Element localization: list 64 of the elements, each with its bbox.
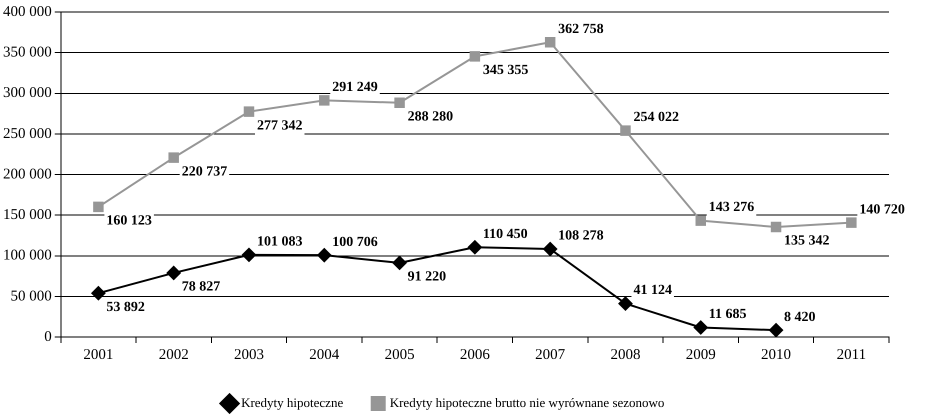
- point: [470, 51, 480, 62]
- point: [694, 320, 708, 335]
- data-label: 288 280: [408, 109, 454, 124]
- y-tick-label: 0: [44, 328, 52, 345]
- y-tick-label: 150 000: [3, 207, 52, 224]
- point: [244, 106, 254, 117]
- data-label: 135 342: [784, 234, 830, 249]
- data-label: 53 892: [106, 300, 145, 315]
- point: [166, 266, 181, 280]
- data-label: 277 342: [256, 118, 302, 134]
- data-label: 160 123: [106, 214, 152, 229]
- y-tick-label: 250 000: [3, 126, 52, 142]
- point: [394, 98, 405, 108]
- point: [93, 202, 104, 212]
- x-tick-label: 2001: [83, 346, 114, 363]
- data-label: 110 450: [482, 226, 528, 242]
- point: [770, 222, 782, 232]
- point: [242, 248, 256, 262]
- data-label: 108 278: [558, 228, 604, 244]
- data-label: 100 706: [332, 234, 378, 250]
- x-tick-label: 2003: [234, 346, 264, 363]
- x-tick-label: 2008: [610, 346, 640, 363]
- x-tick-label: 2009: [686, 346, 716, 363]
- point: [317, 248, 332, 262]
- x-tick-label: 2010: [761, 346, 792, 363]
- y-tick-label: 50 000: [10, 288, 52, 304]
- y-tick-label: 200 000: [3, 166, 52, 182]
- point: [168, 152, 179, 163]
- point: [91, 286, 106, 300]
- y-tick-label: 400 000: [3, 4, 52, 20]
- legend-label: Kredyty hipoteczne: [241, 394, 344, 410]
- x-tick-label: 2007: [535, 346, 566, 363]
- y-tick-label: 300 000: [3, 85, 52, 102]
- point: [618, 296, 632, 311]
- point: [846, 217, 857, 228]
- x-tick-label: 2005: [384, 346, 415, 363]
- y-tick-label: 350 000: [3, 44, 52, 61]
- point: [392, 256, 407, 270]
- data-label: 143 276: [708, 200, 754, 216]
- data-label: 101 083: [256, 234, 302, 250]
- data-label: 220 737: [182, 164, 228, 180]
- point: [543, 242, 558, 256]
- x-tick-label: 2002: [158, 346, 189, 363]
- data-label: 345 355: [482, 63, 528, 78]
- y-tick-label: 100 000: [3, 248, 52, 264]
- data-label: 41 124: [633, 283, 672, 298]
- point: [544, 37, 556, 48]
- point: [769, 323, 784, 337]
- point: [468, 240, 482, 254]
- data-label: 78 827: [182, 280, 220, 295]
- point: [620, 125, 631, 136]
- x-tick-label: 2011: [836, 346, 866, 363]
- data-label: 362 758: [558, 22, 604, 37]
- data-label: 11 685: [708, 307, 746, 322]
- data-label: 254 022: [633, 110, 679, 126]
- legend-label: Kredyty hipoteczne brutto nie wyrównane sezonowo: [390, 394, 664, 410]
- point: [319, 95, 330, 106]
- x-tick-label: 2006: [460, 346, 490, 363]
- data-label: 8 420: [784, 310, 816, 325]
- x-tick-label: 2004: [309, 346, 340, 363]
- data-label: 140 720: [859, 202, 905, 218]
- data-label: 91 220: [408, 269, 446, 284]
- point: [696, 215, 706, 226]
- data-label: 291 249: [332, 80, 378, 95]
